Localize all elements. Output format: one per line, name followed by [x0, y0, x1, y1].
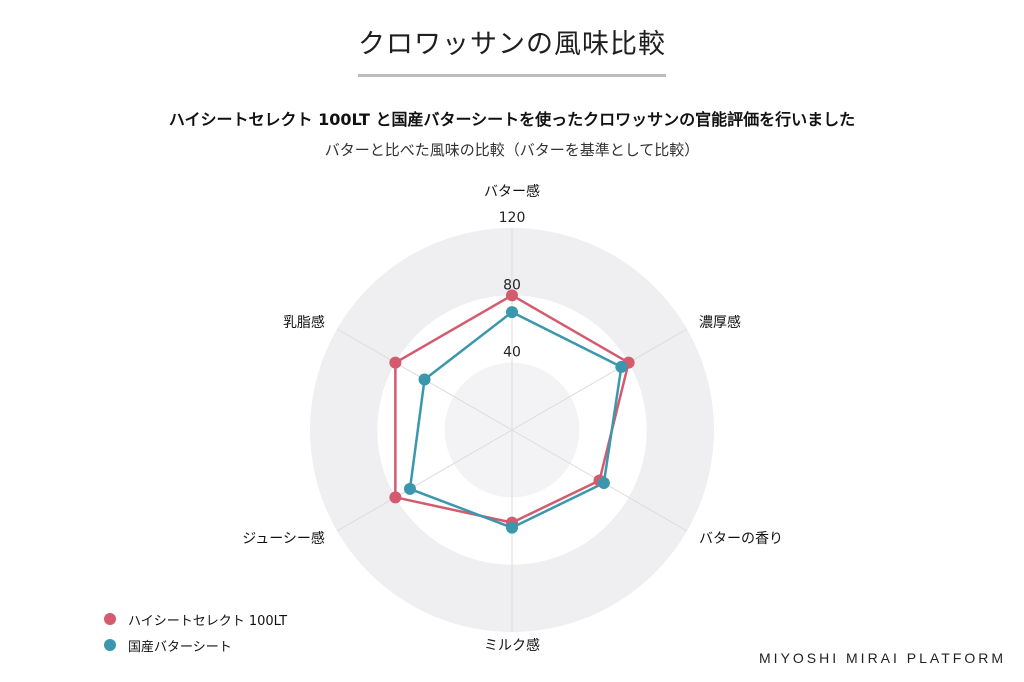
chart-title: クロワッサンの風味比較: [358, 29, 666, 60]
chart-headline: ハイシートセレクト 100LT と国産バターシートを使ったクロワッサンの官能評価…: [168, 110, 856, 129]
tick-label-120: 120: [499, 210, 526, 226]
chart-subheadline: バターと比べた風味の比較（バターを基準として比較）: [324, 141, 700, 159]
axis-label-2: バターの香り: [699, 531, 783, 547]
axis-label-0: バター感: [484, 183, 540, 200]
tick-label-40: 40: [503, 345, 521, 361]
series-0-point-0: [506, 289, 518, 302]
axis-label-3: ミルク感: [484, 637, 540, 654]
series-1-point-0: [506, 306, 518, 319]
series-1-point-4: [403, 482, 416, 495]
series-0-point-5: [389, 356, 402, 369]
series-0-point-4: [389, 491, 402, 504]
legend-marker-domestic: [104, 639, 116, 651]
legend-marker-highsheet: [104, 613, 116, 625]
axis-label-4: ジューシー感: [242, 530, 325, 547]
legend-item-highsheet: ハイシートセレクト 100LT: [104, 606, 287, 632]
title-underline: [358, 74, 666, 77]
series-1-point-3: [506, 521, 518, 534]
axis-label-5: 乳脂感: [283, 314, 325, 331]
series-1-point-1: [615, 360, 628, 373]
tick-label-80: 80: [503, 277, 521, 293]
axis-spoke-1: [511, 328, 688, 431]
series-1-point-5: [418, 373, 431, 386]
legend-label-domestic: 国産バターシート: [128, 639, 232, 655]
legend: ハイシートセレクト 100LT 国産バターシート: [104, 606, 287, 658]
legend-item-domestic: 国産バターシート: [104, 632, 287, 658]
axis-label-1: 濃厚感: [699, 314, 741, 331]
brand-mark: MIYOSHI MIRAI PLATFORM: [759, 650, 1006, 666]
legend-label-highsheet: ハイシートセレクト 100LT: [128, 613, 288, 629]
series-1-point-2: [597, 477, 610, 490]
axis-spoke-4: [336, 429, 513, 532]
